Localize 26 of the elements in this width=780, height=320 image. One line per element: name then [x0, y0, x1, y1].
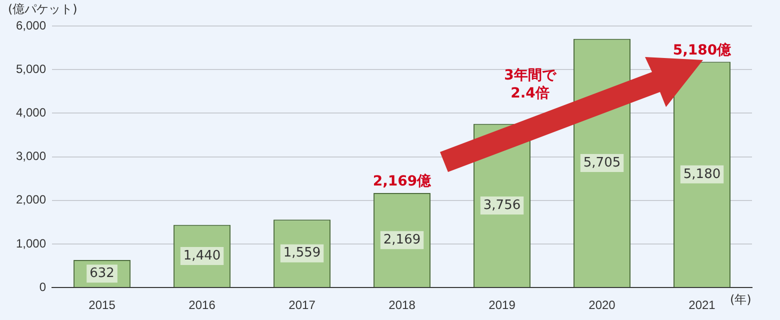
- data-label: 1,440: [183, 248, 221, 264]
- x-tick-label: 2021: [688, 298, 716, 312]
- y-tick-label: 1,000: [16, 236, 46, 250]
- x-tick-label: 2015: [88, 298, 116, 312]
- data-label: 5,180: [683, 166, 721, 182]
- x-tick-label: 2017: [288, 298, 316, 312]
- x-tick-label: 2018: [388, 298, 416, 312]
- annotation: 5,180億: [672, 41, 732, 58]
- y-axis-title: (億パケット): [8, 2, 78, 16]
- x-axis-title: (年): [730, 292, 752, 307]
- annotation: 3年間で 2.4倍: [504, 68, 557, 102]
- x-tick-label: 2016: [188, 298, 216, 312]
- y-tick-label: 3,000: [16, 149, 46, 164]
- data-label: 632: [90, 266, 114, 281]
- data-label: 3,756: [483, 198, 521, 213]
- data-label: 5,705: [583, 155, 621, 170]
- y-tick-label: 2,000: [16, 192, 46, 207]
- x-tick-label: 2019: [488, 298, 516, 312]
- x-tick-label: 2020: [588, 298, 616, 312]
- y-tick-label: 5,000: [16, 62, 46, 76]
- y-tick-label: 6,000: [16, 18, 46, 32]
- data-label: 1,559: [283, 246, 321, 261]
- data-label: 2,169: [383, 232, 421, 248]
- y-tick-label: 0: [39, 280, 46, 294]
- annotation: 2,169億: [372, 172, 432, 190]
- y-tick-label: 4,000: [16, 106, 46, 120]
